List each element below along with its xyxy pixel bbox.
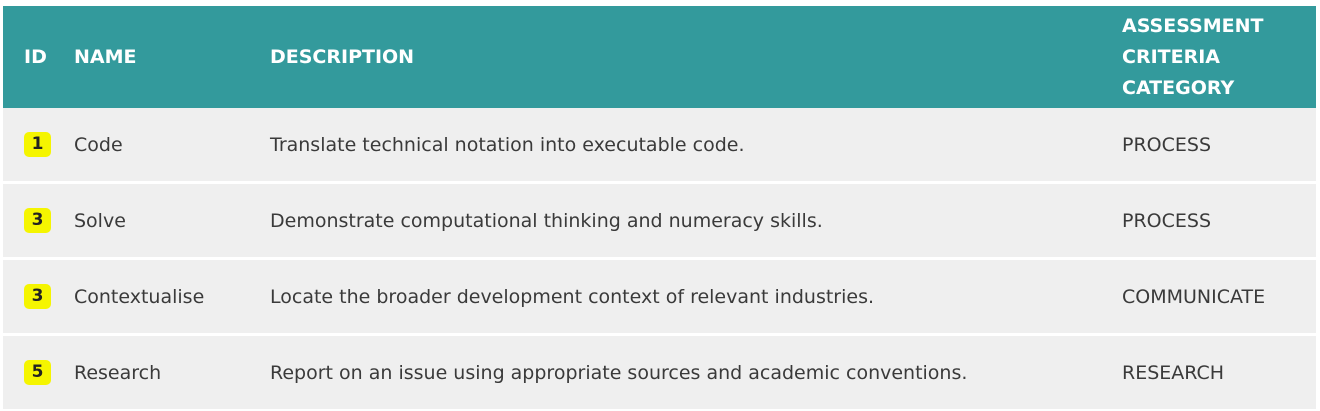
header-description: DESCRIPTION (270, 46, 415, 68)
id-badge: 1 (24, 132, 51, 157)
id-badge: 5 (24, 360, 51, 385)
row-name: Solve (74, 209, 126, 232)
table-row: 1 Code Translate technical notation into… (3, 108, 1316, 181)
row-category: PROCESS (1122, 133, 1212, 156)
header-id: ID (24, 46, 47, 68)
table-row: 3 Contextualise Locate the broader devel… (3, 260, 1316, 333)
criteria-table: ID NAME DESCRIPTION ASSESSMENT CRITERIA … (3, 6, 1316, 409)
row-description: Demonstrate computational thinking and n… (270, 209, 823, 232)
header-category: ASSESSMENT CRITERIA CATEGORY (1122, 11, 1316, 104)
row-description: Translate technical notation into execut… (270, 133, 745, 156)
id-badge: 3 (24, 208, 51, 233)
row-category: PROCESS (1122, 209, 1212, 232)
table-header: ID NAME DESCRIPTION ASSESSMENT CRITERIA … (3, 6, 1316, 108)
header-category-line: ASSESSMENT (1122, 14, 1264, 37)
row-name: Contextualise (74, 285, 205, 308)
row-description: Locate the broader development context o… (270, 285, 875, 308)
row-name: Code (74, 133, 123, 156)
table-row: 3 Solve Demonstrate computational thinki… (3, 184, 1316, 257)
table-row: 5 Research Report on an issue using appr… (3, 336, 1316, 409)
header-category-line: CATEGORY (1122, 76, 1235, 99)
header-category-line: CRITERIA (1122, 45, 1220, 68)
header-name: NAME (74, 46, 137, 68)
row-description: Report on an issue using appropriate sou… (270, 361, 968, 384)
row-category: COMMUNICATE (1122, 285, 1266, 308)
row-category: RESEARCH (1122, 361, 1225, 384)
row-name: Research (74, 361, 162, 384)
id-badge: 3 (24, 284, 51, 309)
